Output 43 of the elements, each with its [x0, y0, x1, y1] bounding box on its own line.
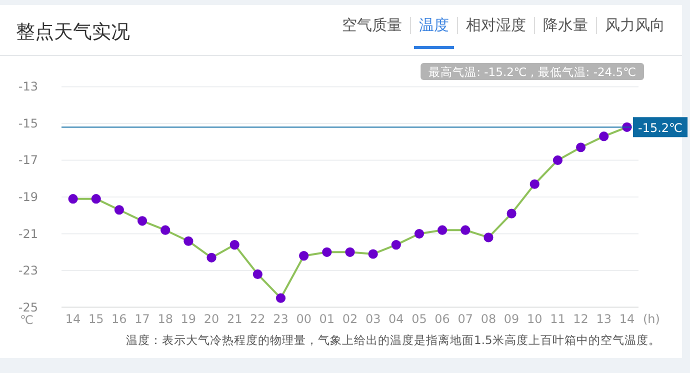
- x-tick-label: 07: [458, 312, 474, 326]
- x-tick-label: 10: [527, 312, 542, 326]
- x-tick-label: 18: [158, 312, 173, 326]
- x-tick-label: 16: [112, 312, 127, 326]
- x-tick-label: 14: [619, 312, 635, 326]
- x-tick-label: 17: [134, 312, 150, 326]
- x-tick-label: 03: [365, 312, 381, 326]
- x-tick-label: 09: [504, 312, 520, 326]
- x-tick-label: 23: [273, 312, 288, 326]
- x-tick-label: 05: [412, 312, 427, 326]
- x-axis-title: (h): [643, 312, 660, 326]
- x-tick-label: 02: [342, 312, 358, 326]
- x-tick-label: 01: [319, 312, 335, 326]
- x-tick-label: 15: [88, 312, 104, 326]
- text: 温度: [419, 16, 449, 34]
- text: 风力风向: [605, 16, 665, 34]
- y-axis-title: ℃: [20, 313, 34, 327]
- x-tick-label: 20: [204, 312, 220, 326]
- y-tick-label: -17: [18, 153, 38, 168]
- chart-title: 整点天气实况: [16, 21, 130, 43]
- text: 温度：表示大气冷热程度的物理量，气象上给出的温度是指离地面1.5米高度上百叶箱中的空气温度。: [126, 333, 660, 347]
- text: 降水量: [543, 16, 588, 34]
- text: 相对湿度: [466, 16, 526, 34]
- y-tick-label: -23: [18, 264, 38, 278]
- y-tick-label: -19: [18, 190, 38, 204]
- x-tick-label: 13: [596, 312, 612, 326]
- y-tick-label: -15: [18, 116, 38, 130]
- ref-line-label: -15.2℃: [638, 121, 683, 136]
- x-tick-label: 19: [180, 312, 196, 326]
- text: 空气质量: [342, 16, 402, 34]
- x-tick-label: 22: [250, 312, 266, 326]
- x-tick-label: 12: [573, 312, 588, 326]
- y-tick-label: -25: [18, 300, 38, 314]
- x-tick-label: 21: [226, 312, 242, 326]
- x-tick-label: 11: [550, 312, 566, 326]
- y-tick-label: -13: [18, 80, 38, 94]
- x-tick-label: 00: [296, 312, 312, 326]
- x-tick-label: 06: [434, 312, 450, 326]
- x-tick-label: 04: [388, 312, 404, 326]
- y-tick-label: -21: [18, 226, 38, 241]
- text: 最高气温: -15.2℃ , 最低气温: -24.5℃: [428, 65, 636, 79]
- x-tick-label: 14: [65, 312, 81, 326]
- x-tick-label: 08: [480, 312, 496, 326]
